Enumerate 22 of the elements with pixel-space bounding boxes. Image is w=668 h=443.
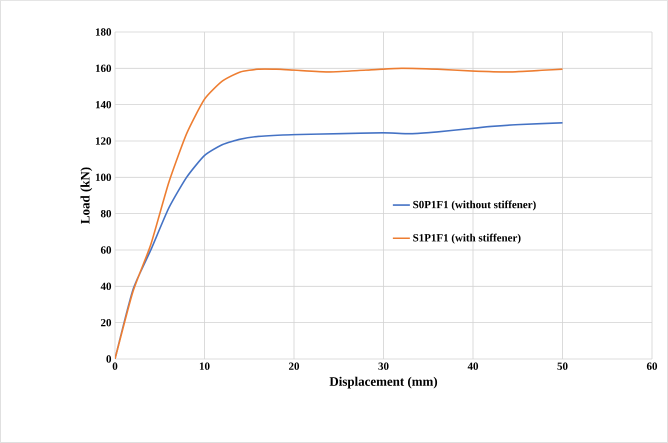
x-tick-label: 30 — [378, 362, 389, 370]
x-tick-label: 20 — [288, 362, 300, 370]
y-tick-label: 120 — [96, 137, 112, 145]
y-tick-label: 100 — [96, 174, 112, 182]
x-tick-label: 0 — [112, 362, 118, 370]
x-tick-label: 10 — [200, 362, 210, 370]
line-series — [115, 68, 564, 359]
x-tick-label: 50 — [557, 362, 568, 370]
x-tick-label: 60 — [646, 362, 658, 370]
y-tick-label: 40 — [100, 282, 112, 290]
y-axis-title: Load (kN) — [80, 167, 92, 224]
y-tick-label: 180 — [96, 28, 112, 36]
legend-label: S0P1F1 (without stiffener) — [413, 200, 536, 210]
legend-label: S1P1F1 (with stiffener) — [413, 234, 521, 244]
y-tick-label: 0 — [106, 355, 112, 363]
y-tick-label: 140 — [96, 100, 112, 108]
y-tick-label: 20 — [100, 318, 112, 326]
x-axis-title: Displacement (mm) — [330, 376, 438, 388]
x-tick-label: 40 — [468, 362, 478, 370]
y-tick-label: 80 — [100, 210, 112, 218]
y-tick-label: 60 — [100, 246, 112, 254]
y-tick-label: 160 — [96, 64, 112, 72]
